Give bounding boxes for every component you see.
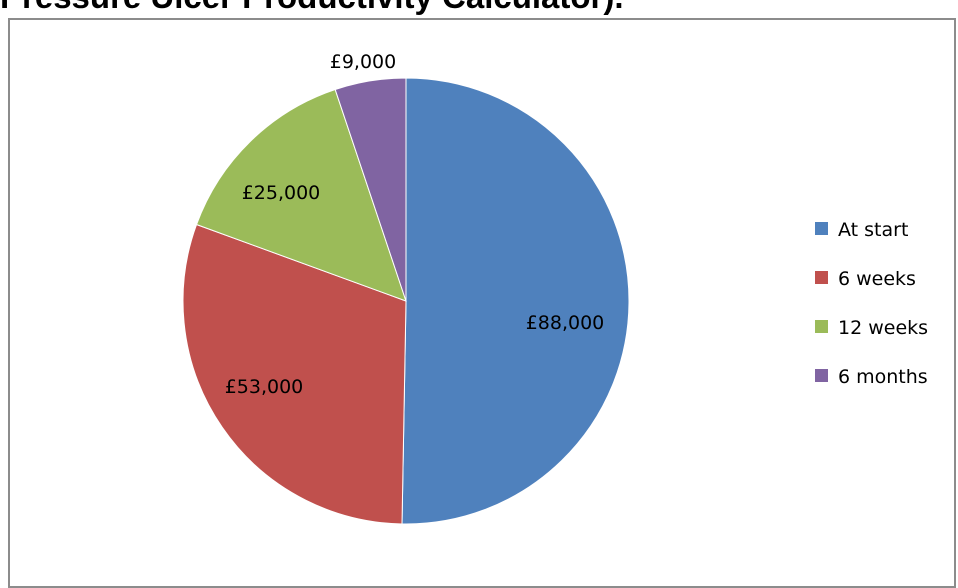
pie-slice-at-start xyxy=(401,77,630,525)
legend-swatch-at-start xyxy=(815,222,828,235)
legend-label-6-weeks: 6 weeks xyxy=(838,268,916,290)
data-label-at-start: £88,000 xyxy=(526,312,605,334)
legend-label-at-start: At start xyxy=(838,219,908,241)
legend-label-6-months: 6 months xyxy=(838,366,928,388)
pie-slice-6-months xyxy=(334,77,407,302)
pie-slice-6-weeks xyxy=(182,223,407,525)
data-label-12-weeks: £25,000 xyxy=(242,182,321,204)
pie-slice-12-weeks xyxy=(195,88,407,302)
data-label-6-months: £9,000 xyxy=(330,51,396,73)
legend-swatch-6-weeks xyxy=(815,271,828,284)
legend-swatch-6-months xyxy=(815,369,828,382)
legend-swatch-12-weeks xyxy=(815,320,828,333)
legend-label-12-weeks: 12 weeks xyxy=(838,317,928,339)
page-heading: Pressure Ulcer Productivity Calculator). xyxy=(0,0,958,18)
data-label-6-weeks: £53,000 xyxy=(225,376,304,398)
